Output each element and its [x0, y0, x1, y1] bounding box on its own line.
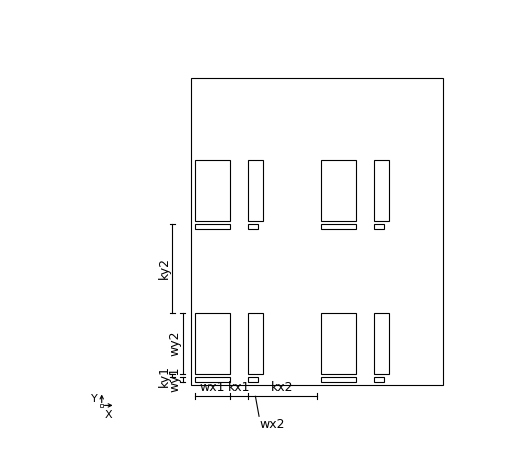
Bar [195, 377, 230, 382]
Bar [321, 313, 356, 374]
Text: ky1: ky1 [158, 365, 171, 387]
Bar [101, 404, 103, 406]
Text: wx1: wx1 [200, 381, 225, 394]
Bar [321, 377, 356, 382]
Bar [374, 313, 389, 374]
Bar [195, 160, 230, 221]
Bar [374, 377, 385, 382]
Bar [248, 377, 258, 382]
Bar [195, 313, 230, 374]
Bar [195, 224, 230, 229]
Text: wx2: wx2 [259, 418, 285, 431]
Bar [321, 160, 356, 221]
Bar [374, 224, 385, 229]
Text: kx1: kx1 [228, 381, 250, 394]
Text: X: X [105, 411, 113, 421]
Bar [321, 224, 356, 229]
Bar [374, 160, 389, 221]
Text: kx2: kx2 [271, 381, 293, 394]
Bar [191, 78, 443, 385]
Bar [248, 313, 263, 374]
Text: ky2: ky2 [158, 258, 171, 279]
Bar [248, 160, 263, 221]
Text: Y: Y [91, 393, 97, 404]
Bar [248, 224, 258, 229]
Text: wy1: wy1 [168, 367, 181, 392]
Text: wy2: wy2 [168, 331, 181, 357]
